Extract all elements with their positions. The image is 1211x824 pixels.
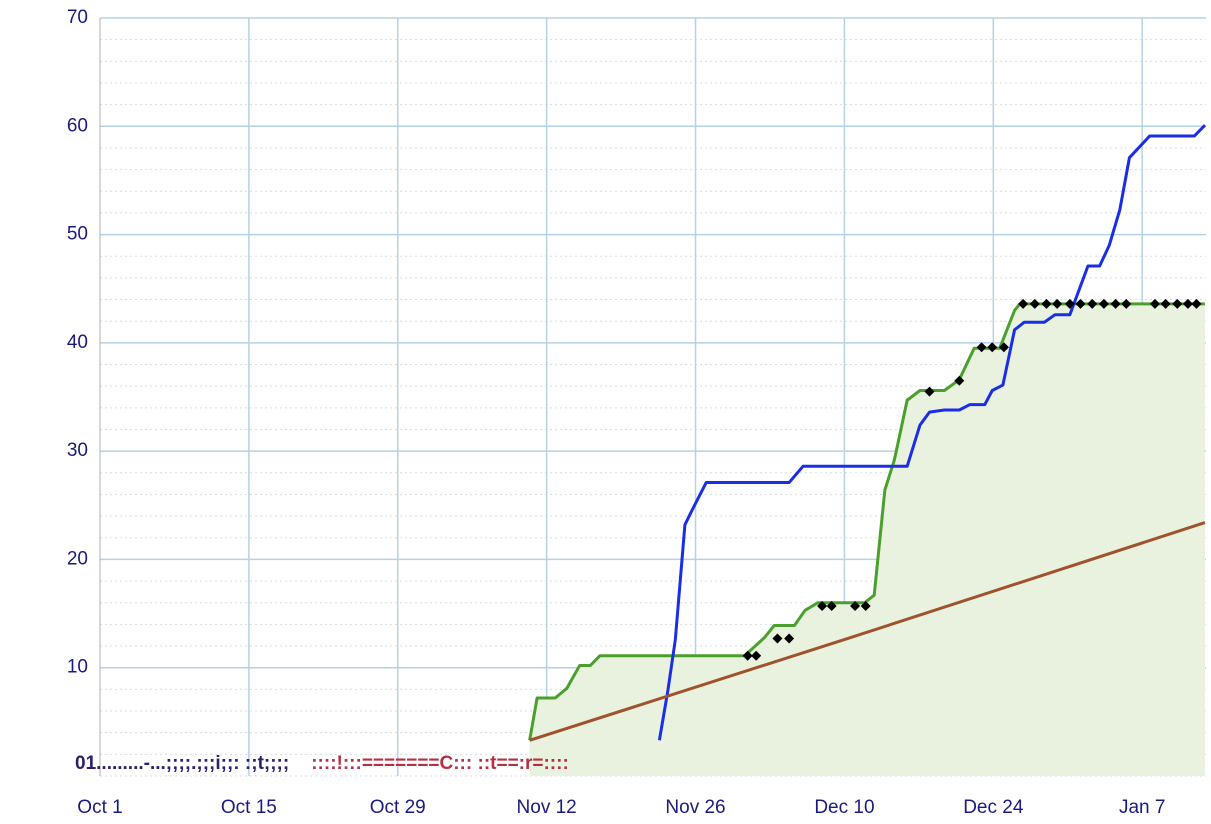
marker [987,342,998,353]
line [657,124,1207,741]
marker [860,600,871,611]
annotation: 01.........-...;;;;.;;;i;;: :;t;;;;::::!… [75,753,569,774]
marker [1172,298,1183,309]
y-tick-label: 30 [67,440,88,461]
x-tick-label: Oct 1 [77,797,122,818]
x-tick-label: Nov 26 [665,797,725,818]
annotation-part: 01.........-...;;;;.;;;i;;: :;t;;;; [75,753,289,774]
x-tick-label: Jan 7 [1119,797,1165,818]
marker [850,600,861,611]
marker [784,633,795,644]
marker [1191,298,1202,309]
marker [751,650,762,661]
marker [1052,298,1063,309]
x-tick-label: Dec 24 [963,797,1024,818]
marker [998,342,1009,353]
marker [1182,298,1193,309]
x-tick-label: Dec 10 [814,797,874,818]
marker [924,386,935,397]
marker [954,375,965,386]
marker [1087,298,1098,309]
marker [976,342,987,353]
y-tick-label: 20 [67,548,88,569]
marker [1029,298,1040,309]
marker [1064,298,1075,309]
x-tick-label: Nov 12 [517,797,577,818]
marker [826,600,837,611]
x-tick-label: Oct 29 [370,797,426,818]
marker [1110,298,1121,309]
line [529,521,1206,742]
marker [1098,298,1109,309]
y-tick-label: 10 [67,657,88,678]
marker [1121,298,1132,309]
marker [817,600,828,611]
annotation-part: ::::!:::=======C::: ::t==:r=:::: [311,753,569,774]
marker [1149,298,1160,309]
marker [1018,298,1029,309]
marker [742,650,753,661]
marker [772,633,783,644]
line [528,302,1205,741]
marker [1160,298,1171,309]
marker [1041,298,1052,309]
x-tick-label: Oct 15 [221,797,277,818]
y-tick-label: 70 [67,7,88,28]
y-tick-label: 50 [67,224,88,245]
y-tick-label: 40 [67,332,88,353]
area [529,303,1205,776]
marker [1075,298,1086,309]
y-tick-label: 60 [67,115,88,136]
